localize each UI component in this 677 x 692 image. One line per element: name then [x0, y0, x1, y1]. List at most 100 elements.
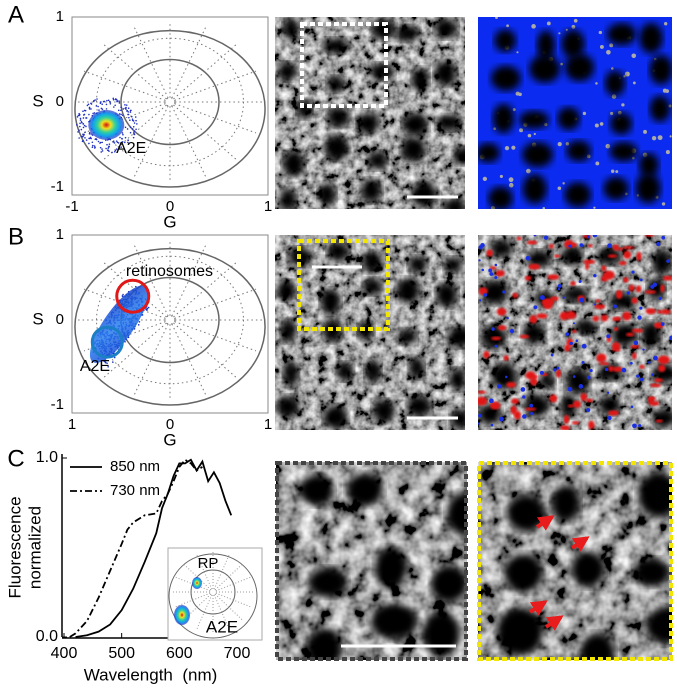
red-pixel [631, 297, 638, 304]
blue-pixel [660, 322, 665, 327]
red-pixel [554, 254, 561, 258]
y-axis-label: Fluorescence [5, 496, 24, 598]
blue-pixel [594, 303, 597, 306]
blue-pixel [621, 367, 627, 373]
cluster-dot [101, 148, 103, 150]
blue-pixel [525, 255, 531, 261]
red-pixel [587, 244, 593, 248]
cluster-dot [75, 124, 78, 126]
x-axis-label: G [163, 212, 176, 231]
cell-shadow [606, 22, 637, 46]
cell-shadow [598, 395, 621, 416]
blue-pixel [658, 296, 662, 301]
cell-shadow [299, 474, 334, 506]
blue-pixel [593, 273, 597, 278]
micrograph [275, 17, 465, 209]
blue-pixel [568, 244, 572, 248]
cluster [192, 577, 202, 589]
cluster-dot [82, 139, 84, 142]
cell-shadow [431, 565, 467, 603]
cluster-dot [146, 307, 149, 310]
cell-shadow [401, 136, 426, 163]
micrograph [478, 17, 672, 209]
cluster-dot [91, 146, 94, 149]
blue-pixel [630, 361, 633, 365]
cluster-dot [112, 140, 115, 143]
outer-ring [74, 29, 266, 188]
panel-label: C [7, 445, 24, 472]
red-pixel [639, 364, 645, 369]
panel-label: A [8, 1, 24, 28]
red-pixel [601, 275, 608, 282]
cluster-dot [107, 365, 109, 368]
red-pixel [650, 383, 662, 388]
blue-pixel [494, 263, 498, 267]
cluster-dot [113, 356, 116, 359]
cell-shadow [492, 103, 515, 134]
radial [214, 593, 244, 621]
blue-pixel [569, 341, 573, 346]
micrograph [276, 462, 467, 660]
red-pixel [536, 313, 548, 319]
arrow [528, 600, 548, 616]
blue-pixel [650, 284, 655, 289]
blue-pixel [638, 424, 642, 428]
blue-pixel [533, 235, 537, 237]
cell-shadow [478, 142, 501, 163]
plot-frame [71, 234, 269, 414]
cell-shadow [442, 198, 465, 209]
cell-shadow [306, 628, 343, 660]
speckle [621, 103, 625, 107]
cluster-dot [121, 114, 124, 117]
cluster-dot [82, 123, 85, 125]
cell-shadow [374, 547, 408, 589]
y-tick-label: 0 [56, 311, 64, 328]
cluster-dot [129, 109, 132, 112]
cluster-dot [112, 361, 114, 363]
cluster-dot [79, 125, 81, 128]
blue-pixel [556, 366, 560, 370]
cell-shadow [490, 239, 513, 258]
cell-shadow [346, 472, 383, 507]
speckle [609, 43, 614, 48]
cluster-dot [88, 132, 91, 135]
cell-shadow [649, 95, 671, 123]
cluster-dot [82, 135, 84, 137]
cluster-dot [78, 112, 80, 115]
cluster-dot [94, 99, 96, 101]
blue-pixel [550, 353, 554, 357]
cluster [174, 605, 190, 625]
cluster-dot [131, 118, 134, 120]
cluster-dot [76, 116, 79, 118]
blue-pixel [579, 243, 584, 247]
cluster-dot [98, 109, 100, 111]
micrograph [275, 235, 465, 430]
cell-shadow [564, 181, 592, 208]
blue-pixel [504, 375, 508, 379]
dotted-ring [164, 315, 176, 325]
cell-shadow [357, 112, 380, 135]
cluster-dot [120, 141, 123, 144]
blue-pixel [565, 332, 570, 337]
cluster-dot [106, 99, 108, 102]
speckle [643, 129, 647, 134]
blue-pixel [651, 373, 654, 376]
blue-pixel [506, 316, 509, 320]
cluster-dot [118, 113, 121, 115]
cell-shadow [610, 112, 633, 135]
annotation: retinosomes [126, 263, 213, 280]
cluster-dot [101, 141, 103, 144]
cell-shadow [494, 29, 517, 53]
red-pixel [644, 235, 655, 237]
cell-shadow [524, 394, 550, 417]
speckle [495, 17, 498, 20]
red-pixel [585, 261, 590, 270]
blue-pixel [522, 395, 526, 399]
cell-shadow [402, 112, 429, 136]
cell-shadow [280, 319, 297, 343]
cell-shadow [443, 256, 463, 273]
dotted-ring [164, 97, 176, 107]
red-pixel [570, 281, 576, 286]
red-pixel [628, 284, 635, 292]
